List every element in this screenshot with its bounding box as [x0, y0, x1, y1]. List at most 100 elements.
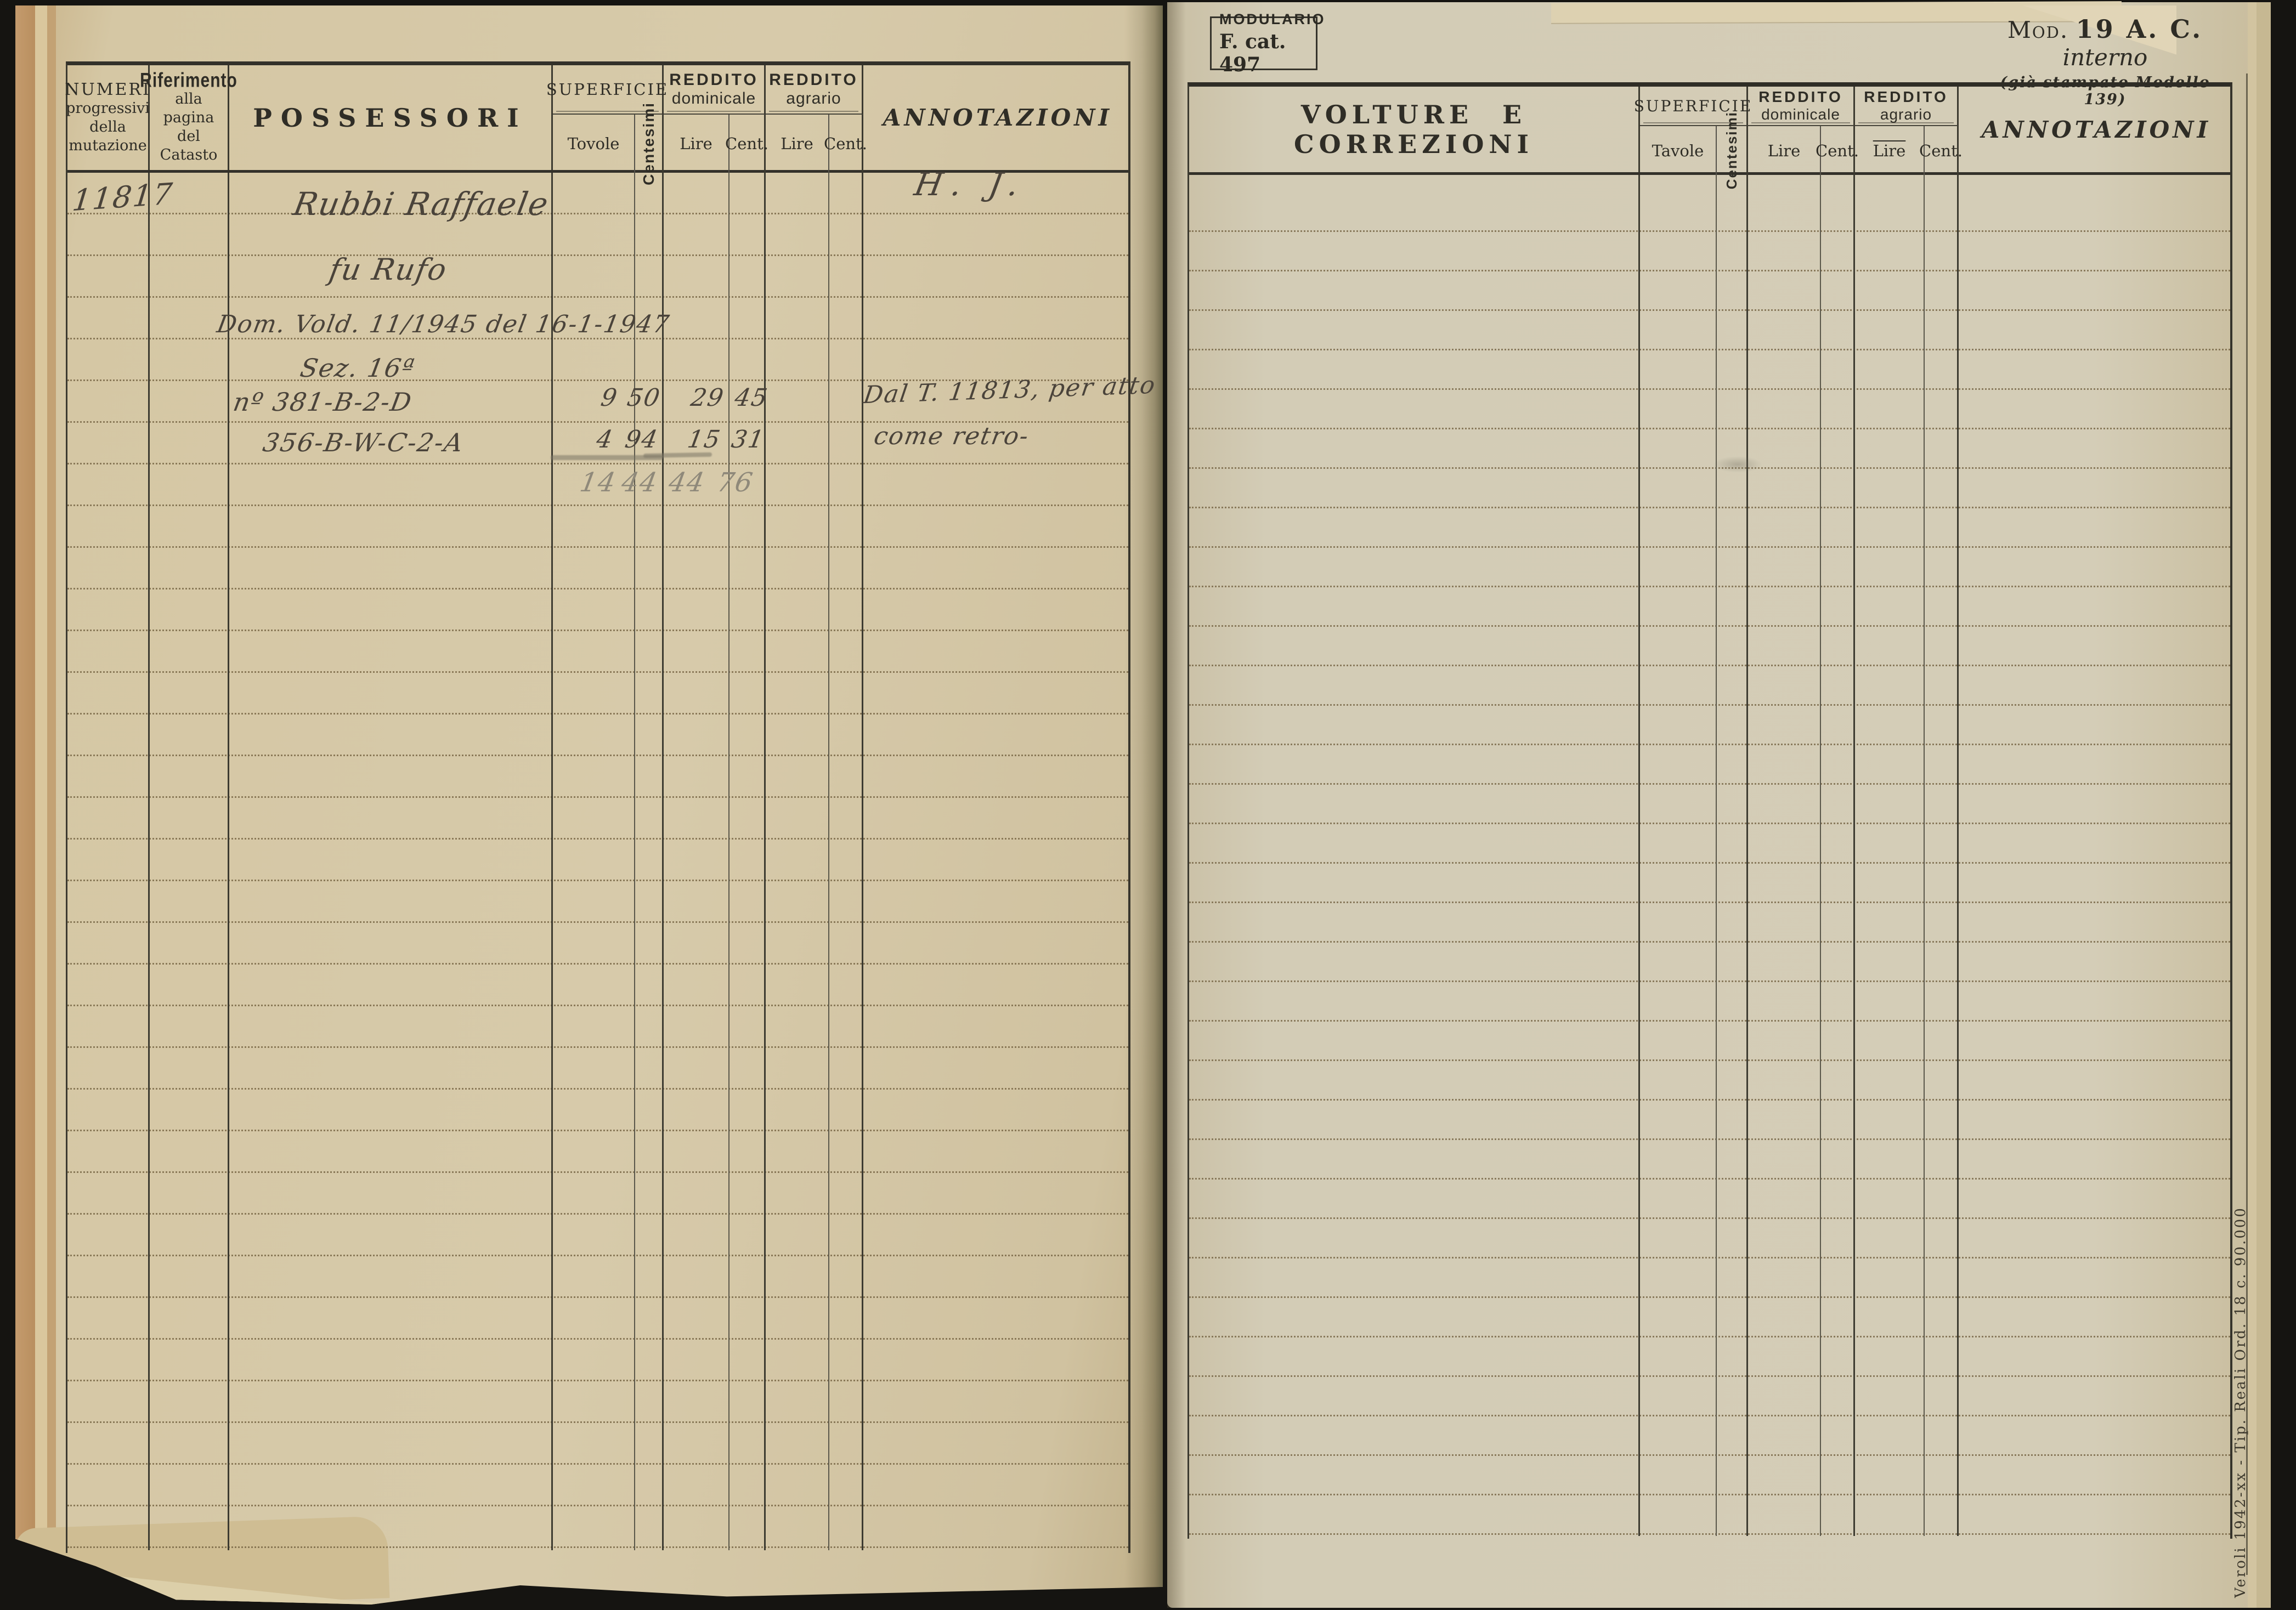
model-title-line: Mod. 19 A. C. interno [1990, 14, 2220, 71]
left-table-body [67, 173, 1128, 1550]
hw-owner-patronymic: fu Rufo [326, 252, 450, 287]
column-line [634, 173, 635, 1550]
page-edge-band [2248, 2, 2257, 1608]
subcol-centesimi: Centesimi [635, 102, 664, 185]
ruled-row [67, 1423, 1128, 1465]
hw-act-reference: Dom. Vold. 11/1945 del 16-1-1947 [214, 310, 672, 338]
ruled-row [1189, 587, 2230, 627]
page-edge-band [47, 5, 56, 1581]
ruled-row [67, 840, 1128, 881]
model-title: Mod. 19 A. C. interno (già stampato Mode… [1990, 14, 2220, 108]
ruled-row [1189, 1258, 2230, 1298]
ruled-row [67, 631, 1128, 673]
header-text: Lire [781, 134, 813, 153]
column-line [862, 173, 863, 1550]
hw-parcel-2: 356-B-W-C-2-A [261, 428, 467, 457]
modulario-stamp: MODULARIO F. cat. 497 [1210, 11, 1324, 76]
ruled-row [1189, 232, 2230, 271]
ruled-row [67, 423, 1128, 464]
ruled-row [1189, 1061, 2230, 1101]
ruled-row [1189, 943, 2230, 982]
col-header-possessori: POSSESSORI [229, 65, 553, 170]
ruled-row [1189, 1219, 2230, 1258]
col-header-volture: VOLTURE E CORREZIONI [1189, 87, 1640, 172]
ruled-row [67, 339, 1128, 381]
col-header-annotazioni: ANNOTAZIONI [863, 65, 1132, 170]
ruled-row [67, 381, 1128, 423]
column-line [1746, 175, 1748, 1536]
hw-cent-value: 31 [729, 426, 767, 453]
left-page: NUMERI progressivi della mutazione Rifer… [15, 5, 1163, 1605]
column-line [1957, 175, 1959, 1536]
hw-annotation-initials: H. J. [912, 166, 1031, 203]
ruled-row [67, 881, 1128, 923]
pencil-smudge [1713, 456, 1762, 473]
column-line [1924, 175, 1925, 1536]
ruled-row [67, 1090, 1128, 1131]
column-line [1820, 175, 1821, 1536]
header-text: VOLTURE E CORREZIONI [1294, 100, 1534, 159]
header-text: REDDITO [769, 71, 858, 89]
subcol-centesimi: Centesimi [1717, 111, 1748, 190]
column-line [728, 173, 729, 1550]
header-text: Cent. [824, 134, 867, 153]
column-line [1638, 175, 1640, 1536]
header-text: Lire [1873, 141, 1906, 160]
ruled-row [1189, 192, 2230, 232]
page-edge-band [35, 5, 47, 1581]
header-text: SUPERFICIE [546, 80, 669, 99]
subcol-lire: Lire [766, 115, 829, 173]
left-table: NUMERI progressivi della mutazione Rifer… [65, 61, 1132, 1553]
ruled-row [67, 715, 1128, 756]
header-text: Cent. [1919, 141, 1963, 160]
column-line [551, 173, 553, 1550]
ruled-row [67, 1381, 1128, 1423]
column-line [662, 173, 664, 1550]
header-text: dominicale [1761, 106, 1840, 123]
header-text: mutazione [69, 137, 147, 154]
ruled-row [67, 506, 1128, 548]
header-text: agrario [786, 89, 841, 107]
column-line [1853, 175, 1855, 1536]
ruled-row [1189, 271, 2230, 311]
group-header-reddito-dominicale: REDDITO dominicale [664, 65, 766, 115]
printer-imprint: Veroli 1942-xx - Tip. Reali Ord. 18 c. 9… [2232, 1206, 2249, 1598]
row-spacer [1189, 175, 2230, 192]
hw-centesimi-value: 94 [623, 426, 661, 453]
hw-mutation-number: 11817 [70, 176, 176, 218]
right-table-body [1189, 175, 2230, 1536]
ruled-row [1189, 903, 2230, 943]
ruled-row [1189, 824, 2230, 864]
header-text: SUPERFICIE [1633, 97, 1753, 115]
ruled-row [67, 965, 1128, 1006]
header-text: del [177, 127, 200, 145]
header-text: ANNOTAZIONI [883, 104, 1113, 131]
column-line [148, 173, 150, 1550]
ruled-row [1189, 1101, 2230, 1140]
header-text: progressivi [66, 100, 150, 117]
header-text: Catasto [160, 146, 218, 163]
ruled-row [1189, 1416, 2230, 1456]
col-header-annotazioni: ANNOTAZIONI [1959, 87, 2234, 172]
ruled-row [1189, 666, 2230, 706]
ruled-row [67, 673, 1128, 715]
header-text: REDDITO [1864, 88, 1948, 105]
ruled-row [67, 173, 1128, 214]
hw-lire-value: 29 [688, 384, 727, 412]
modulario-ref: F. cat. 497 [1219, 30, 1286, 76]
ruled-row [67, 923, 1128, 965]
header-text: POSSESSORI [253, 103, 528, 133]
header-text: Tovole [567, 134, 620, 153]
header-text: ANNOTAZIONI [1981, 116, 2212, 143]
ruled-row [67, 1048, 1128, 1090]
header-text: alla pagina [163, 90, 214, 126]
ruled-row [1189, 1456, 2230, 1495]
header-text: Lire [680, 134, 712, 153]
hw-total-lire: 44 [666, 467, 708, 498]
header-text: REDDITO [1758, 88, 1843, 105]
ruled-row [1189, 1298, 2230, 1337]
ruled-row [67, 1256, 1128, 1298]
ruled-row [67, 589, 1128, 631]
column-line [228, 173, 229, 1550]
ruled-row [1189, 1377, 2230, 1416]
